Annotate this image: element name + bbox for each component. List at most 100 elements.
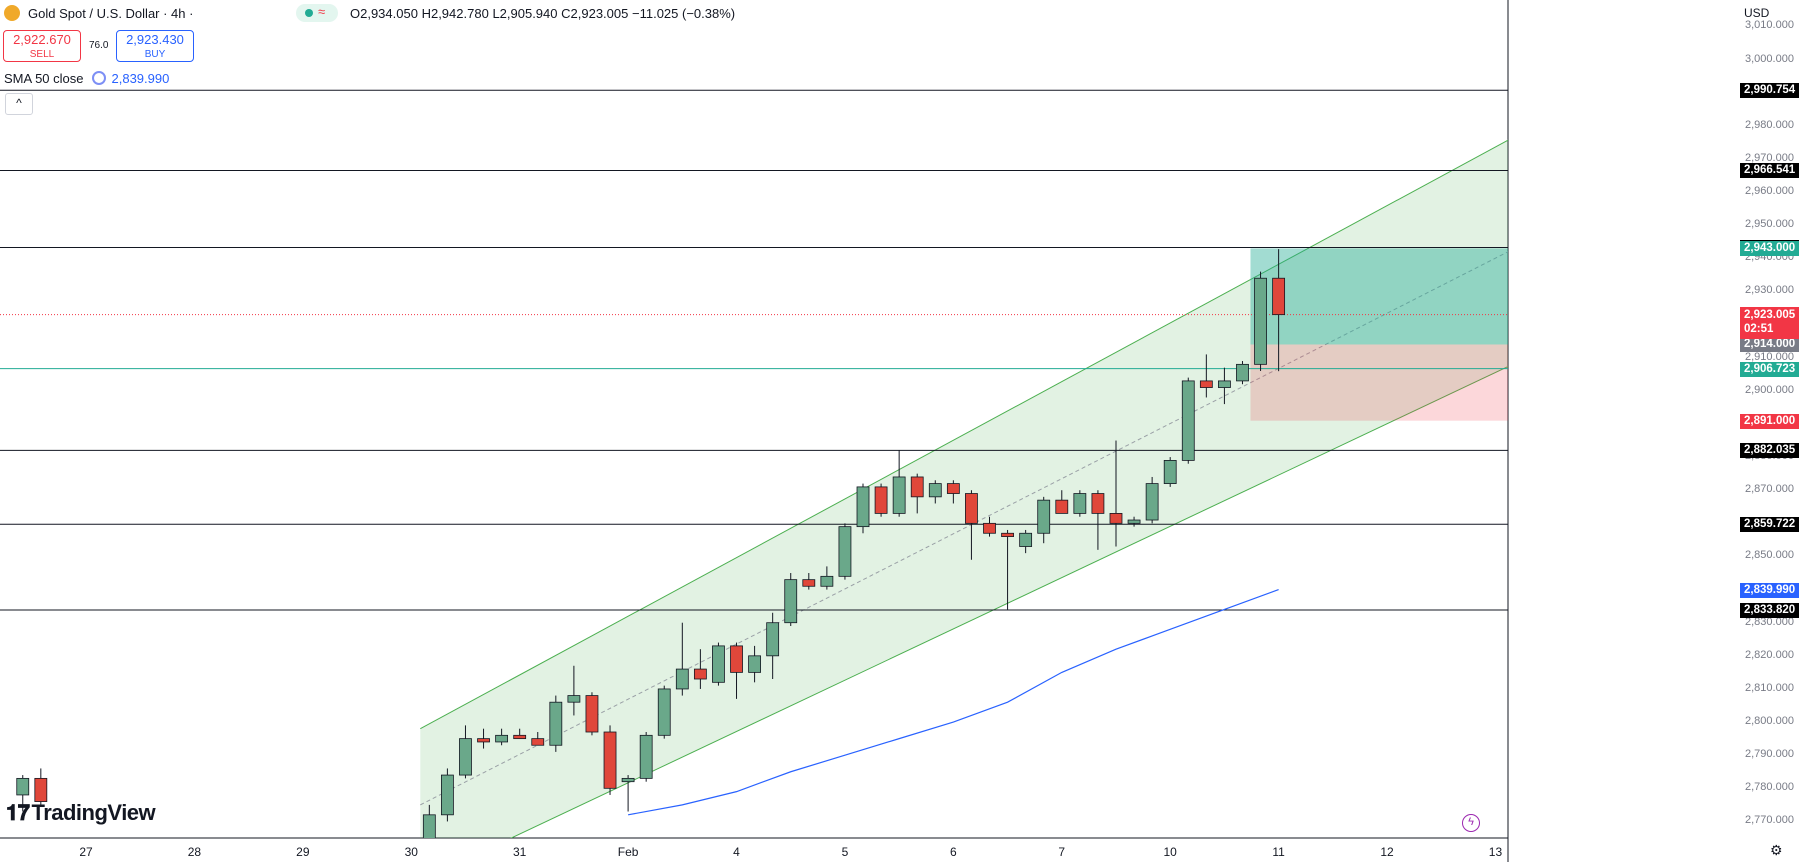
candle-body — [1109, 512, 1123, 524]
sell-price: 2,922.670 — [13, 32, 71, 47]
market-open-dot-icon — [305, 9, 313, 17]
buy-price: 2,923.430 — [126, 32, 184, 47]
symbol-header[interactable]: Gold Spot / U.S. Dollar · 4h · — [0, 0, 193, 26]
spread-value: 76.0 — [89, 40, 109, 51]
collapse-legend-button[interactable]: ^ — [5, 93, 33, 115]
price-tick-label: 2,870.000 — [1745, 483, 1794, 496]
buy-label: BUY — [144, 49, 166, 60]
time-tick-label: 13 — [1488, 845, 1503, 859]
candle-body — [657, 688, 671, 736]
gold-symbol-icon — [4, 5, 20, 21]
candle-body — [1145, 483, 1159, 521]
candle-body — [928, 483, 942, 498]
candle-body — [784, 579, 798, 624]
entry-level-price-label: 2,906.723 — [1740, 361, 1800, 377]
candle-body — [965, 493, 978, 524]
candle-body — [1037, 499, 1051, 534]
stop-price-label: 2,891.000 — [1740, 413, 1800, 429]
price-tick-label: 2,910.000 — [1745, 350, 1794, 363]
price-tick-label: 2,900.000 — [1745, 383, 1794, 396]
candle-body — [1199, 380, 1213, 388]
candle-body — [910, 476, 924, 498]
symbol-title[interactable]: Gold Spot / U.S. Dollar · 4h · — [28, 5, 194, 21]
candle-body — [693, 668, 707, 680]
sma-price-label: 2,839.990 — [1740, 582, 1800, 598]
tradingview-mark-icon: 𝟏𝟕 — [6, 800, 30, 825]
lightning-event-icon[interactable]: ϟ — [1462, 814, 1480, 832]
candle-body — [748, 655, 761, 673]
target-price-label: 2,943.000 — [1740, 241, 1800, 257]
price-tick-label: 2,780.000 — [1745, 781, 1794, 794]
sma-legend-value: 2,839.990 — [111, 71, 170, 86]
time-tick-label: 27 — [79, 845, 93, 859]
ohlc-close: C2,923.005 — [561, 6, 629, 21]
price-tick-label: 2,800.000 — [1745, 715, 1794, 728]
candle-body — [766, 622, 780, 657]
sma-50-line — [627, 589, 1279, 816]
position-profit-zone — [1250, 248, 1508, 345]
time-tick-label: 10 — [1163, 845, 1177, 859]
candle-body — [16, 777, 30, 796]
price-tick-label: 3,000.000 — [1745, 52, 1794, 65]
candle-body — [892, 476, 906, 514]
market-status-badge[interactable]: ≈ — [296, 4, 338, 22]
price-tick-label: 2,960.000 — [1745, 185, 1794, 198]
current-price-value: 2,923.005 — [1744, 308, 1796, 321]
sma-legend[interactable]: SMA 50 close 2,839.990 — [4, 71, 169, 86]
candle-body — [712, 645, 725, 683]
loading-spinner-icon — [91, 71, 106, 85]
candle-body — [1001, 532, 1014, 537]
ohlc-change: −11.025 (−0.38%) — [632, 6, 736, 21]
candle-body — [422, 814, 436, 838]
candle-body — [730, 645, 743, 673]
candle-body — [1091, 493, 1105, 514]
buy-button[interactable]: 2,923.430 BUY — [116, 30, 194, 62]
price-tick-label: 2,950.000 — [1745, 218, 1794, 231]
time-tick-label: 4 — [733, 845, 740, 859]
candle-body — [34, 777, 48, 802]
candle-body — [1181, 380, 1195, 461]
price-tick-label: 2,810.000 — [1745, 681, 1794, 694]
candle-body — [838, 526, 852, 577]
candle-body — [603, 731, 617, 789]
level-price-label: 2,966.541 — [1740, 163, 1800, 179]
delay-wave-icon: ≈ — [318, 4, 326, 19]
price-tick-label: 2,930.000 — [1745, 284, 1794, 297]
current-price-label: 2,923.005 02:51 — [1740, 306, 1800, 339]
candle-body — [874, 486, 888, 514]
ohlc-open: O2,934.050 — [350, 6, 418, 21]
price-tick-label: 2,820.000 — [1745, 648, 1794, 661]
position-loss-zone — [1250, 344, 1508, 421]
channel-lower-line — [510, 365, 1508, 838]
candle-body — [459, 738, 472, 776]
candle-body — [1254, 277, 1267, 365]
bar-countdown: 02:51 — [1744, 322, 1774, 335]
candle-body — [549, 701, 563, 746]
time-tick-label: 11 — [1272, 845, 1285, 859]
currency-selector[interactable]: USD — [1744, 6, 1770, 20]
gear-icon[interactable]: ⚙ — [1770, 842, 1783, 858]
time-tick-label: 30 — [404, 845, 418, 859]
price-tick-label: 2,970.000 — [1745, 151, 1794, 164]
ohlc-low: L2,905.940 — [492, 6, 558, 21]
candle-body — [585, 695, 599, 733]
candle-body — [477, 738, 490, 743]
candle-body — [1055, 499, 1069, 514]
ohlc-high: H2,942.780 — [421, 6, 489, 21]
time-tick-label: 28 — [187, 845, 202, 859]
time-tick-label: Feb — [617, 845, 639, 859]
price-tick-label: 3,010.000 — [1745, 19, 1794, 32]
time-tick-label: 31 — [512, 845, 527, 859]
candle-body — [440, 774, 454, 816]
candle-body — [1218, 380, 1231, 388]
candle-body — [567, 695, 581, 703]
sell-button[interactable]: 2,922.670 SELL — [3, 30, 81, 62]
time-tick-label: 12 — [1380, 845, 1394, 859]
candle-body — [1163, 460, 1177, 484]
price-tick-label: 2,980.000 — [1745, 118, 1794, 131]
level-price-label: 2,882.035 — [1740, 443, 1800, 459]
sell-label: SELL — [29, 49, 55, 60]
candle-body — [856, 486, 870, 528]
